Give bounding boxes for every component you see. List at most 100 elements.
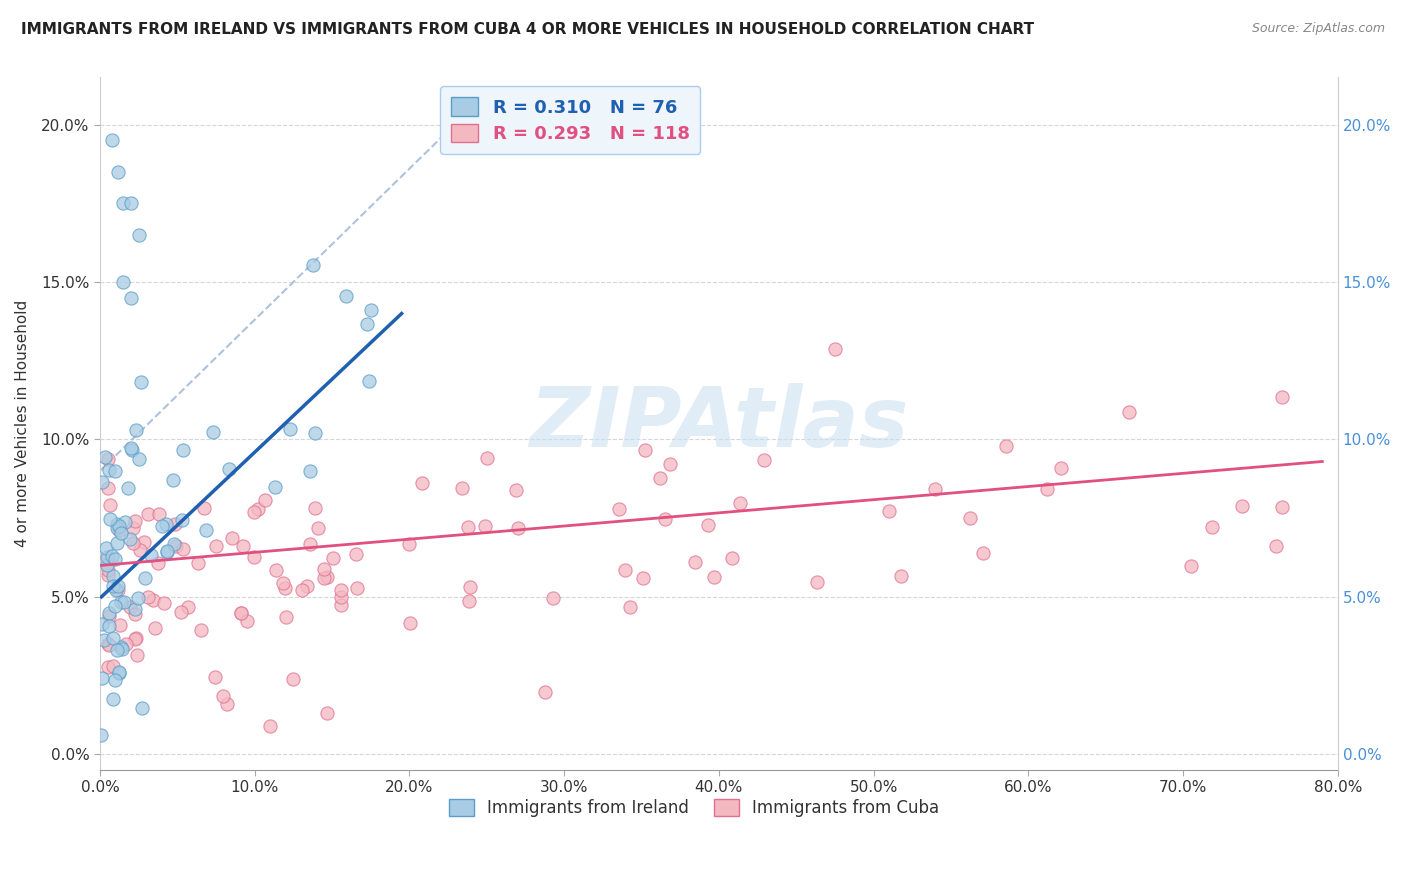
Point [97,606,120,620]
Point [344,547,367,561]
Point [120,196,142,211]
Point [124,602,146,616]
Point [163,517,186,532]
Point [215,697,238,711]
Point [218,461,240,475]
Point [128,227,150,242]
Point [155,517,177,532]
Point [721,551,744,566]
Point [124,632,146,646]
Point [107,165,129,179]
Point [172,542,194,557]
Point [97,452,120,467]
Point [274,610,297,624]
Point [330,582,353,597]
Text: ZIPAtlas: ZIPAtlas [529,384,908,464]
Point [134,571,156,585]
Point [98,498,121,512]
Point [120,442,142,456]
Point [1050,460,1073,475]
Point [110,640,132,655]
Point [96,550,118,565]
Point [959,511,981,525]
Point [98,463,121,477]
Point [1201,520,1223,534]
Y-axis label: 4 or more Vehicles in Household: 4 or more Vehicles in Household [15,300,30,548]
Point [264,563,287,577]
Point [103,569,125,583]
Point [129,542,152,557]
Point [107,521,129,535]
Point [271,575,294,590]
Point [259,719,281,733]
Point [125,648,148,663]
Point [229,607,252,621]
Point [329,598,352,612]
Point [172,443,194,458]
Point [754,453,776,467]
Point [728,496,751,510]
Point [104,582,127,597]
Point [329,591,352,605]
Point [315,706,337,721]
Point [411,475,433,490]
Point [254,492,277,507]
Point [143,621,166,635]
Point [304,501,326,516]
Point [193,500,215,515]
Point [107,519,129,533]
Point [101,579,124,593]
Point [146,556,169,570]
Text: IMMIGRANTS FROM IRELAND VS IMMIGRANTS FROM CUBA 4 OR MORE VEHICLES IN HOUSEHOLD : IMMIGRANTS FROM IRELAND VS IMMIGRANTS FR… [21,22,1035,37]
Point [107,579,129,593]
Point [995,439,1018,453]
Point [972,546,994,560]
Point [398,537,420,551]
Point [450,481,472,495]
Point [117,481,139,495]
Point [96,558,118,572]
Point [114,515,136,529]
Point [457,594,479,608]
Point [281,672,304,686]
Point [304,426,326,441]
Point [104,552,127,566]
Point [346,581,368,595]
Point [877,504,900,518]
Point [399,616,422,631]
Point [634,442,657,457]
Point [297,579,319,593]
Point [91,671,114,685]
Point [212,689,235,703]
Point [1180,558,1202,573]
Point [101,133,124,147]
Point [190,624,212,638]
Point [201,425,224,439]
Point [163,537,186,551]
Point [104,464,127,478]
Point [138,507,160,521]
Point [170,513,193,527]
Point [90,728,112,742]
Point [177,600,200,615]
Point [613,563,636,577]
Point [112,275,135,289]
Point [335,289,357,303]
Point [101,691,124,706]
Point [316,570,339,584]
Point [1271,500,1294,515]
Point [312,571,335,585]
Point [187,556,209,570]
Point [110,618,132,632]
Point [162,473,184,487]
Point [505,483,527,498]
Point [97,567,120,582]
Point [97,481,120,495]
Point [299,537,322,551]
Point [101,632,124,646]
Point [105,516,128,531]
Point [247,502,270,516]
Point [120,599,142,614]
Point [156,544,179,558]
Point [108,665,131,679]
